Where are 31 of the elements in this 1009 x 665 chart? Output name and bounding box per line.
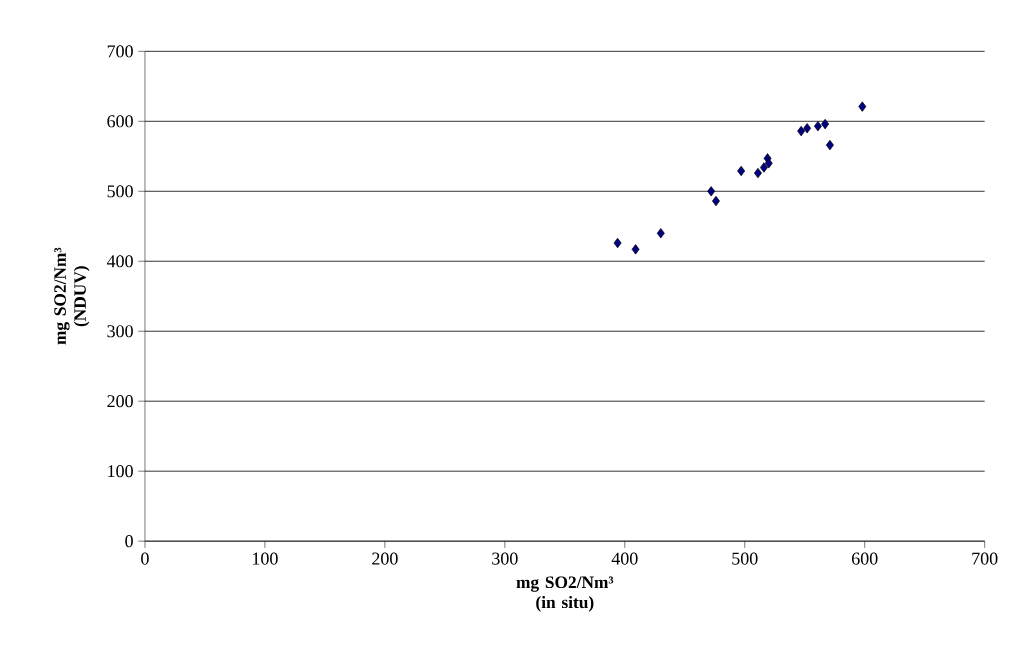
point <box>764 158 773 169</box>
x-tick-label: 600 <box>851 552 878 565</box>
point <box>656 228 665 239</box>
y-tick-label: 500 <box>107 185 133 198</box>
x-tick-label: 300 <box>492 552 518 565</box>
x-tick-label: 0 <box>141 552 149 565</box>
point <box>613 237 622 249</box>
point <box>858 101 867 112</box>
x-axis-title: mg SO2/Nm³ (in situ) <box>516 576 614 612</box>
x-tick-label: 500 <box>732 552 758 565</box>
y-tick-label: 300 <box>107 325 133 338</box>
point <box>813 121 822 132</box>
y-tick-label: 700 <box>107 45 133 58</box>
point <box>821 118 830 130</box>
point <box>803 123 812 134</box>
point <box>707 186 716 197</box>
point <box>737 165 746 177</box>
y-axis-title: mg SO2/Nm³ (NDUV) <box>54 247 90 345</box>
point <box>631 244 640 255</box>
point <box>825 139 834 151</box>
x-tick-label: 200 <box>372 552 398 565</box>
x-tick-label: 100 <box>253 552 278 565</box>
point <box>797 125 806 137</box>
y-tick-label: 100 <box>108 465 133 478</box>
y-tick-label: 200 <box>107 395 133 408</box>
y-tick-label: 400 <box>106 255 133 268</box>
y-tick-label: 600 <box>107 115 133 128</box>
y-tick-label: 0 <box>125 535 133 548</box>
x-tick-label: 700 <box>972 552 998 565</box>
point <box>760 162 768 173</box>
x-tick-label: 400 <box>611 552 638 565</box>
